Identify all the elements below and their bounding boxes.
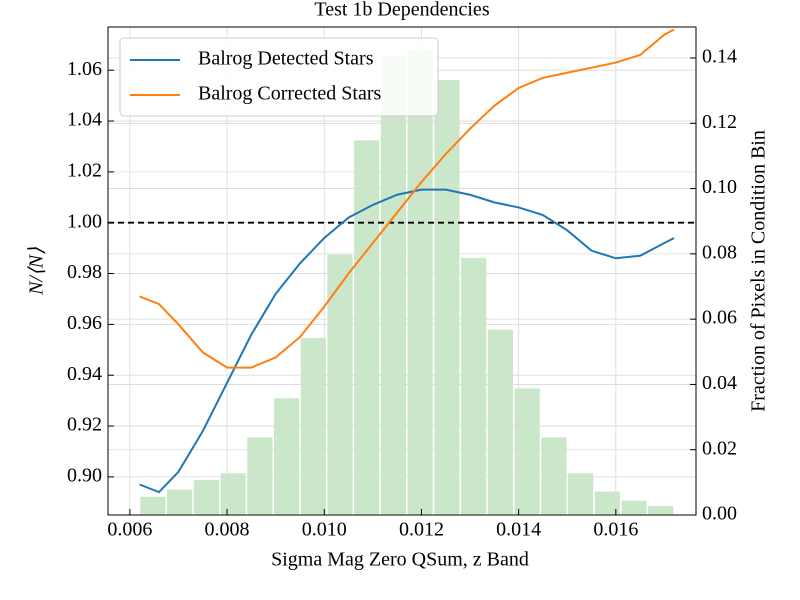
y-tick-label: 1.02 — [67, 159, 102, 181]
histogram-bar — [406, 49, 435, 516]
histogram-bar — [352, 138, 381, 516]
histogram-bar — [513, 386, 542, 516]
y2-tick-label: 0.02 — [702, 437, 737, 459]
plot-frame — [107, 26, 697, 516]
legend-label: Balrog Detected Stars — [198, 48, 374, 70]
histogram-bar — [646, 504, 675, 516]
y-tick-label: 1.06 — [67, 58, 102, 80]
y-tick-label: 1.04 — [67, 109, 102, 131]
y2-tick-label: 0.06 — [702, 307, 737, 329]
legend-box — [119, 37, 439, 117]
legend-label: Balrog Corrected Stars — [198, 83, 381, 105]
x-tick-label: 0.006 — [107, 519, 152, 541]
data-line — [139, 188, 675, 494]
data-line — [139, 28, 675, 369]
y2-tick-label: 0.00 — [702, 503, 737, 525]
y2-tick-label: 0.12 — [702, 111, 737, 133]
histogram-bar — [566, 471, 595, 516]
y2-tick-label: 0.14 — [702, 46, 737, 68]
y-tick-label: 1.00 — [67, 210, 102, 232]
y2-tick-label: 0.10 — [702, 176, 737, 198]
histogram-bar — [192, 478, 221, 516]
histogram-bar — [138, 495, 168, 516]
y2-tick-label: 0.08 — [702, 241, 737, 263]
x-axis-label: Sigma Mag Zero QSum, z Band — [271, 549, 529, 571]
x-tick-label: 0.016 — [593, 519, 638, 541]
y2-tick-label: 0.04 — [702, 372, 737, 394]
y-tick-label: 0.92 — [67, 414, 102, 436]
y-tick-label: 0.98 — [67, 261, 102, 283]
y2-axis-label: Fraction of Pixels in Condition Bin — [748, 130, 770, 412]
x-tick-label: 0.012 — [399, 519, 444, 541]
histogram-bar — [619, 499, 649, 516]
chart-title: Test 1b Dependencies — [314, 0, 489, 21]
histogram-bar — [539, 435, 568, 516]
histogram-bar — [459, 256, 488, 516]
histogram-bar — [272, 396, 301, 516]
histogram-bar — [486, 328, 515, 516]
histogram-bar — [379, 53, 408, 516]
x-tick-label: 0.010 — [302, 519, 347, 541]
legend: Balrog Detected Stars Balrog Corrected St… — [119, 37, 439, 117]
histogram-bar — [593, 490, 622, 516]
y-axis-label: N/⟨N⟩ — [26, 247, 48, 296]
histogram-bar — [245, 435, 274, 516]
histogram-bar — [219, 471, 248, 516]
y-tick-label: 0.94 — [67, 363, 102, 385]
y-tick-label: 0.96 — [67, 312, 102, 334]
x-tick-label: 0.008 — [205, 519, 250, 541]
x-tick-label: 0.014 — [496, 519, 541, 541]
y-tick-label: 0.90 — [67, 464, 102, 486]
histogram-bar — [165, 488, 194, 516]
